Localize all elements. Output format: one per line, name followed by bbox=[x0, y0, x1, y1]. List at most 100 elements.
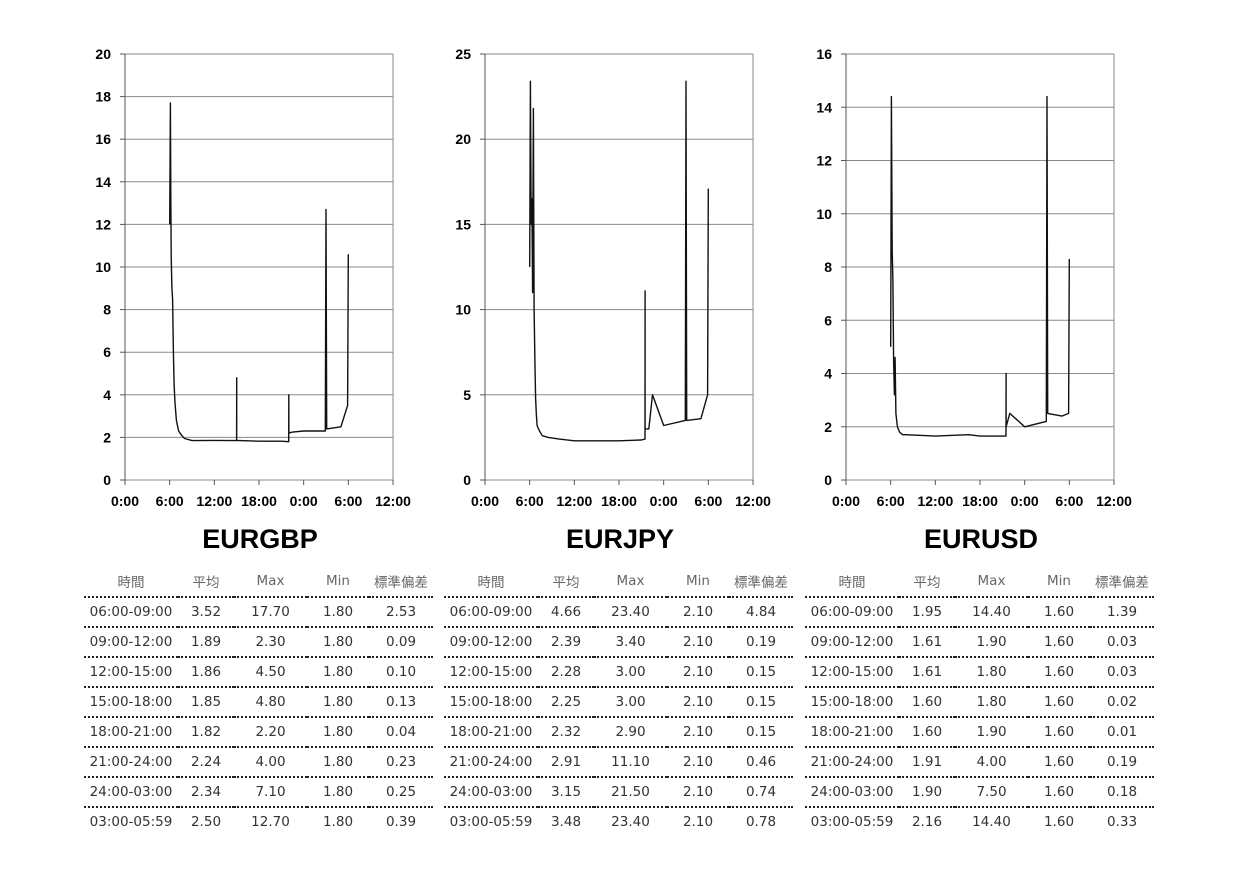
table-row: 09:00-12:00 1.61 1.90 1.60 0.03 bbox=[805, 626, 1154, 657]
table-cell: 21:00-24:00 bbox=[444, 746, 538, 777]
table-cell: 2.20 bbox=[234, 716, 307, 747]
table-cell: 0.78 bbox=[729, 806, 793, 836]
table-cell: 06:00-09:00 bbox=[84, 596, 178, 627]
x-tick-label: 0:00 bbox=[1011, 493, 1039, 509]
panel-eurjpy: 0 5 10 15 20 25 0:00 6:00 12:00 18:00 0:00 6:00 12:0… bbox=[440, 0, 800, 883]
x-tick-label: 12:00 bbox=[735, 493, 771, 509]
table-cell: 1.80 bbox=[955, 656, 1028, 687]
table-cell: 1.90 bbox=[955, 626, 1028, 657]
column-header: Max bbox=[616, 573, 645, 589]
table-cell: 1.60 bbox=[1028, 596, 1090, 627]
table-cell: 12:00-15:00 bbox=[84, 656, 178, 687]
y-tick-label: 16 bbox=[95, 131, 111, 147]
table-cell: 3.00 bbox=[594, 686, 667, 717]
column-header: 時間 bbox=[117, 575, 145, 591]
table-cell: 1.80 bbox=[307, 596, 369, 627]
x-tick-label: 6:00 bbox=[877, 493, 905, 509]
y-tick-label: 4 bbox=[103, 387, 111, 403]
table-row: 09:00-12:00 2.39 3.40 2.10 0.19 bbox=[444, 626, 793, 657]
table-cell: 2.10 bbox=[667, 596, 729, 627]
table-cell: 1.91 bbox=[899, 746, 955, 777]
table-cell: 2.10 bbox=[667, 716, 729, 747]
y-tick-label: 8 bbox=[824, 259, 832, 275]
x-tick-label: 0:00 bbox=[290, 493, 318, 509]
table-cell: 1.90 bbox=[955, 716, 1028, 747]
x-tick-label: 12:00 bbox=[1096, 493, 1132, 509]
table-cell: 7.10 bbox=[234, 776, 307, 807]
column-header: 時間 bbox=[838, 575, 866, 591]
table-cell: 24:00-03:00 bbox=[444, 776, 538, 807]
table-cell: 0.01 bbox=[1090, 716, 1154, 747]
column-header: Max bbox=[256, 573, 285, 589]
table-cell: 3.00 bbox=[594, 656, 667, 687]
column-header: Min bbox=[1047, 573, 1071, 589]
y-tick-label: 0 bbox=[463, 472, 471, 488]
column-header: 標準偏差 bbox=[734, 575, 788, 591]
table-cell: 15:00-18:00 bbox=[805, 686, 899, 717]
y-tick-label: 14 bbox=[816, 99, 832, 115]
table-row: 06:00-09:00 1.95 14.40 1.60 1.39 bbox=[805, 596, 1154, 627]
table-cell: 2.90 bbox=[594, 716, 667, 747]
table-cell: 03:00-05:59 bbox=[84, 806, 178, 836]
table-cell: 03:00-05:59 bbox=[805, 806, 899, 836]
y-tick-label: 10 bbox=[816, 206, 832, 222]
table-row: 03:00-05:59 2.50 12.70 1.80 0.39 bbox=[84, 806, 433, 836]
chart-eurgbp: 0 2 4 6 8 10 12 14 16 18 20 0:00 6:00 12:00 18:00 0:00 6… bbox=[95, 46, 411, 509]
table-row: 15:00-18:00 2.25 3.00 2.10 0.15 bbox=[444, 686, 793, 717]
y-tick-label: 10 bbox=[95, 259, 111, 275]
table-row: 03:00-05:59 3.48 23.40 2.10 0.78 bbox=[444, 806, 793, 836]
table-cell: 4.50 bbox=[234, 656, 307, 687]
table-cell: 1.80 bbox=[307, 716, 369, 747]
table-cell: 0.15 bbox=[729, 716, 793, 747]
table-cell: 1.60 bbox=[1028, 626, 1090, 657]
table-header-row: 時間 平均 Max Min 標準偏差 bbox=[84, 566, 433, 597]
table-row: 03:00-05:59 2.16 14.40 1.60 0.33 bbox=[805, 806, 1154, 836]
column-header: 標準偏差 bbox=[1095, 575, 1149, 591]
table-cell: 2.10 bbox=[667, 656, 729, 687]
table-cell: 12:00-15:00 bbox=[805, 656, 899, 687]
table-cell: 1.95 bbox=[899, 596, 955, 627]
table-cell: 2.91 bbox=[538, 746, 594, 777]
x-tick-label: 6:00 bbox=[694, 493, 722, 509]
table-cell: 1.60 bbox=[899, 686, 955, 717]
table-cell: 09:00-12:00 bbox=[805, 626, 899, 657]
table-cell: 09:00-12:00 bbox=[84, 626, 178, 657]
y-tick-label: 2 bbox=[824, 419, 832, 435]
table-cell: 3.48 bbox=[538, 806, 594, 836]
x-tick-label: 6:00 bbox=[334, 493, 362, 509]
table-cell: 1.80 bbox=[307, 806, 369, 836]
column-header: 平均 bbox=[552, 575, 580, 591]
table-row: 24:00-03:00 1.90 7.50 1.60 0.18 bbox=[805, 776, 1154, 807]
table-cell: 2.10 bbox=[667, 626, 729, 657]
column-header: 平均 bbox=[192, 575, 220, 591]
table-header-row: 時間 平均 Max Min 標準偏差 bbox=[805, 566, 1154, 597]
y-tick-label: 6 bbox=[103, 344, 111, 360]
table-cell: 4.00 bbox=[234, 746, 307, 777]
table-cell: 2.34 bbox=[178, 776, 234, 807]
table-cell: 06:00-09:00 bbox=[805, 596, 899, 627]
x-tick-label: 12:00 bbox=[375, 493, 411, 509]
x-tick-label: 6:00 bbox=[1055, 493, 1083, 509]
x-tick-label: 6:00 bbox=[516, 493, 544, 509]
table-cell: 4.80 bbox=[234, 686, 307, 717]
table-row: 15:00-18:00 1.85 4.80 1.80 0.13 bbox=[84, 686, 433, 717]
y-tick-label: 15 bbox=[455, 216, 471, 232]
table-cell: 12:00-15:00 bbox=[444, 656, 538, 687]
table-cell: 21.50 bbox=[594, 776, 667, 807]
table-cell: 0.10 bbox=[369, 656, 433, 687]
chart-title-eurgbp: EURGBP bbox=[202, 524, 318, 554]
table-cell: 23.40 bbox=[594, 806, 667, 836]
x-tick-label: 18:00 bbox=[241, 493, 277, 509]
table-cell: 14.40 bbox=[955, 596, 1028, 627]
table-cell: 1.80 bbox=[307, 626, 369, 657]
table-cell: 2.50 bbox=[178, 806, 234, 836]
table-row: 06:00-09:00 4.66 23.40 2.10 4.84 bbox=[444, 596, 793, 627]
table-cell: 09:00-12:00 bbox=[444, 626, 538, 657]
chart-eurusd: 0 2 4 6 8 10 12 14 16 0:00 6:00 12:00 18:00 0:00 6:00 1… bbox=[816, 46, 1132, 509]
table-cell: 1.89 bbox=[178, 626, 234, 657]
table-cell: 1.61 bbox=[899, 626, 955, 657]
table-cell: 2.39 bbox=[538, 626, 594, 657]
stats-table-eurgbp: 時間 平均 Max Min 標準偏差 06:00-09:00 3.52 17.70 1.80 2.… bbox=[84, 566, 433, 836]
table-cell: 0.39 bbox=[369, 806, 433, 836]
table-cell: 1.60 bbox=[1028, 686, 1090, 717]
